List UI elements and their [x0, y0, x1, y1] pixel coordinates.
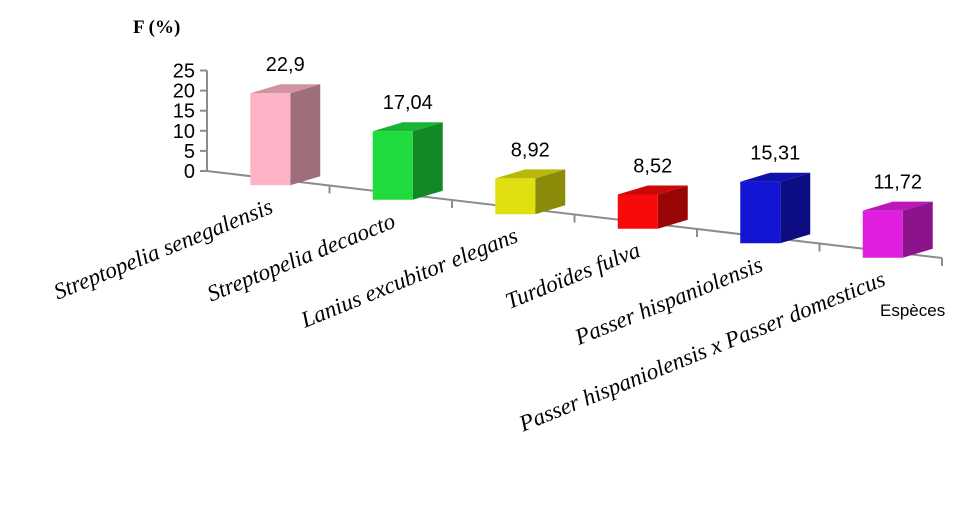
bar-front-face — [862, 210, 903, 258]
bar — [372, 122, 443, 200]
data-label: 8,92 — [511, 139, 550, 161]
bar-front-face — [495, 178, 536, 215]
y-tick-label: 10 — [173, 121, 195, 143]
bar — [250, 84, 321, 186]
data-label: 11,72 — [873, 172, 922, 194]
bar-front-face — [372, 131, 413, 200]
y-tick-label: 0 — [184, 161, 195, 183]
data-label: 15,31 — [750, 143, 800, 165]
bar-side-face — [657, 185, 688, 229]
bar-side-face — [535, 169, 566, 215]
axes — [200, 69, 943, 266]
x-tick-label: Turdoïdes fulva — [502, 237, 644, 314]
bar-side-face — [290, 84, 321, 186]
bar-top-face — [372, 122, 443, 132]
y-axis-label: F (%) — [133, 17, 180, 38]
data-label: 17,04 — [383, 92, 433, 114]
bar — [495, 169, 566, 215]
bar-top-face — [495, 169, 566, 179]
bar-side-face — [780, 172, 811, 244]
bar-top-face — [740, 172, 811, 182]
bar — [617, 185, 688, 229]
bar-side-face — [412, 122, 443, 200]
bar-top-face — [617, 185, 688, 195]
bar-top-face — [250, 84, 321, 94]
data-label: 22,9 — [266, 54, 305, 76]
y-tick-label: 15 — [173, 101, 195, 123]
y-tick-label: 25 — [173, 61, 195, 83]
y-tick-label: 5 — [184, 141, 195, 163]
bar-top-face — [862, 201, 933, 211]
data-label: 8,52 — [633, 155, 672, 177]
bar-front-face — [740, 181, 781, 244]
x-axis-label: Espèces — [880, 301, 945, 320]
bar — [740, 172, 811, 244]
bar-side-face — [902, 201, 933, 258]
bar-front-face — [250, 93, 291, 186]
bar — [862, 201, 933, 258]
bar-front-face — [617, 194, 658, 229]
bars — [250, 84, 933, 258]
y-tick-label: 20 — [173, 81, 195, 103]
